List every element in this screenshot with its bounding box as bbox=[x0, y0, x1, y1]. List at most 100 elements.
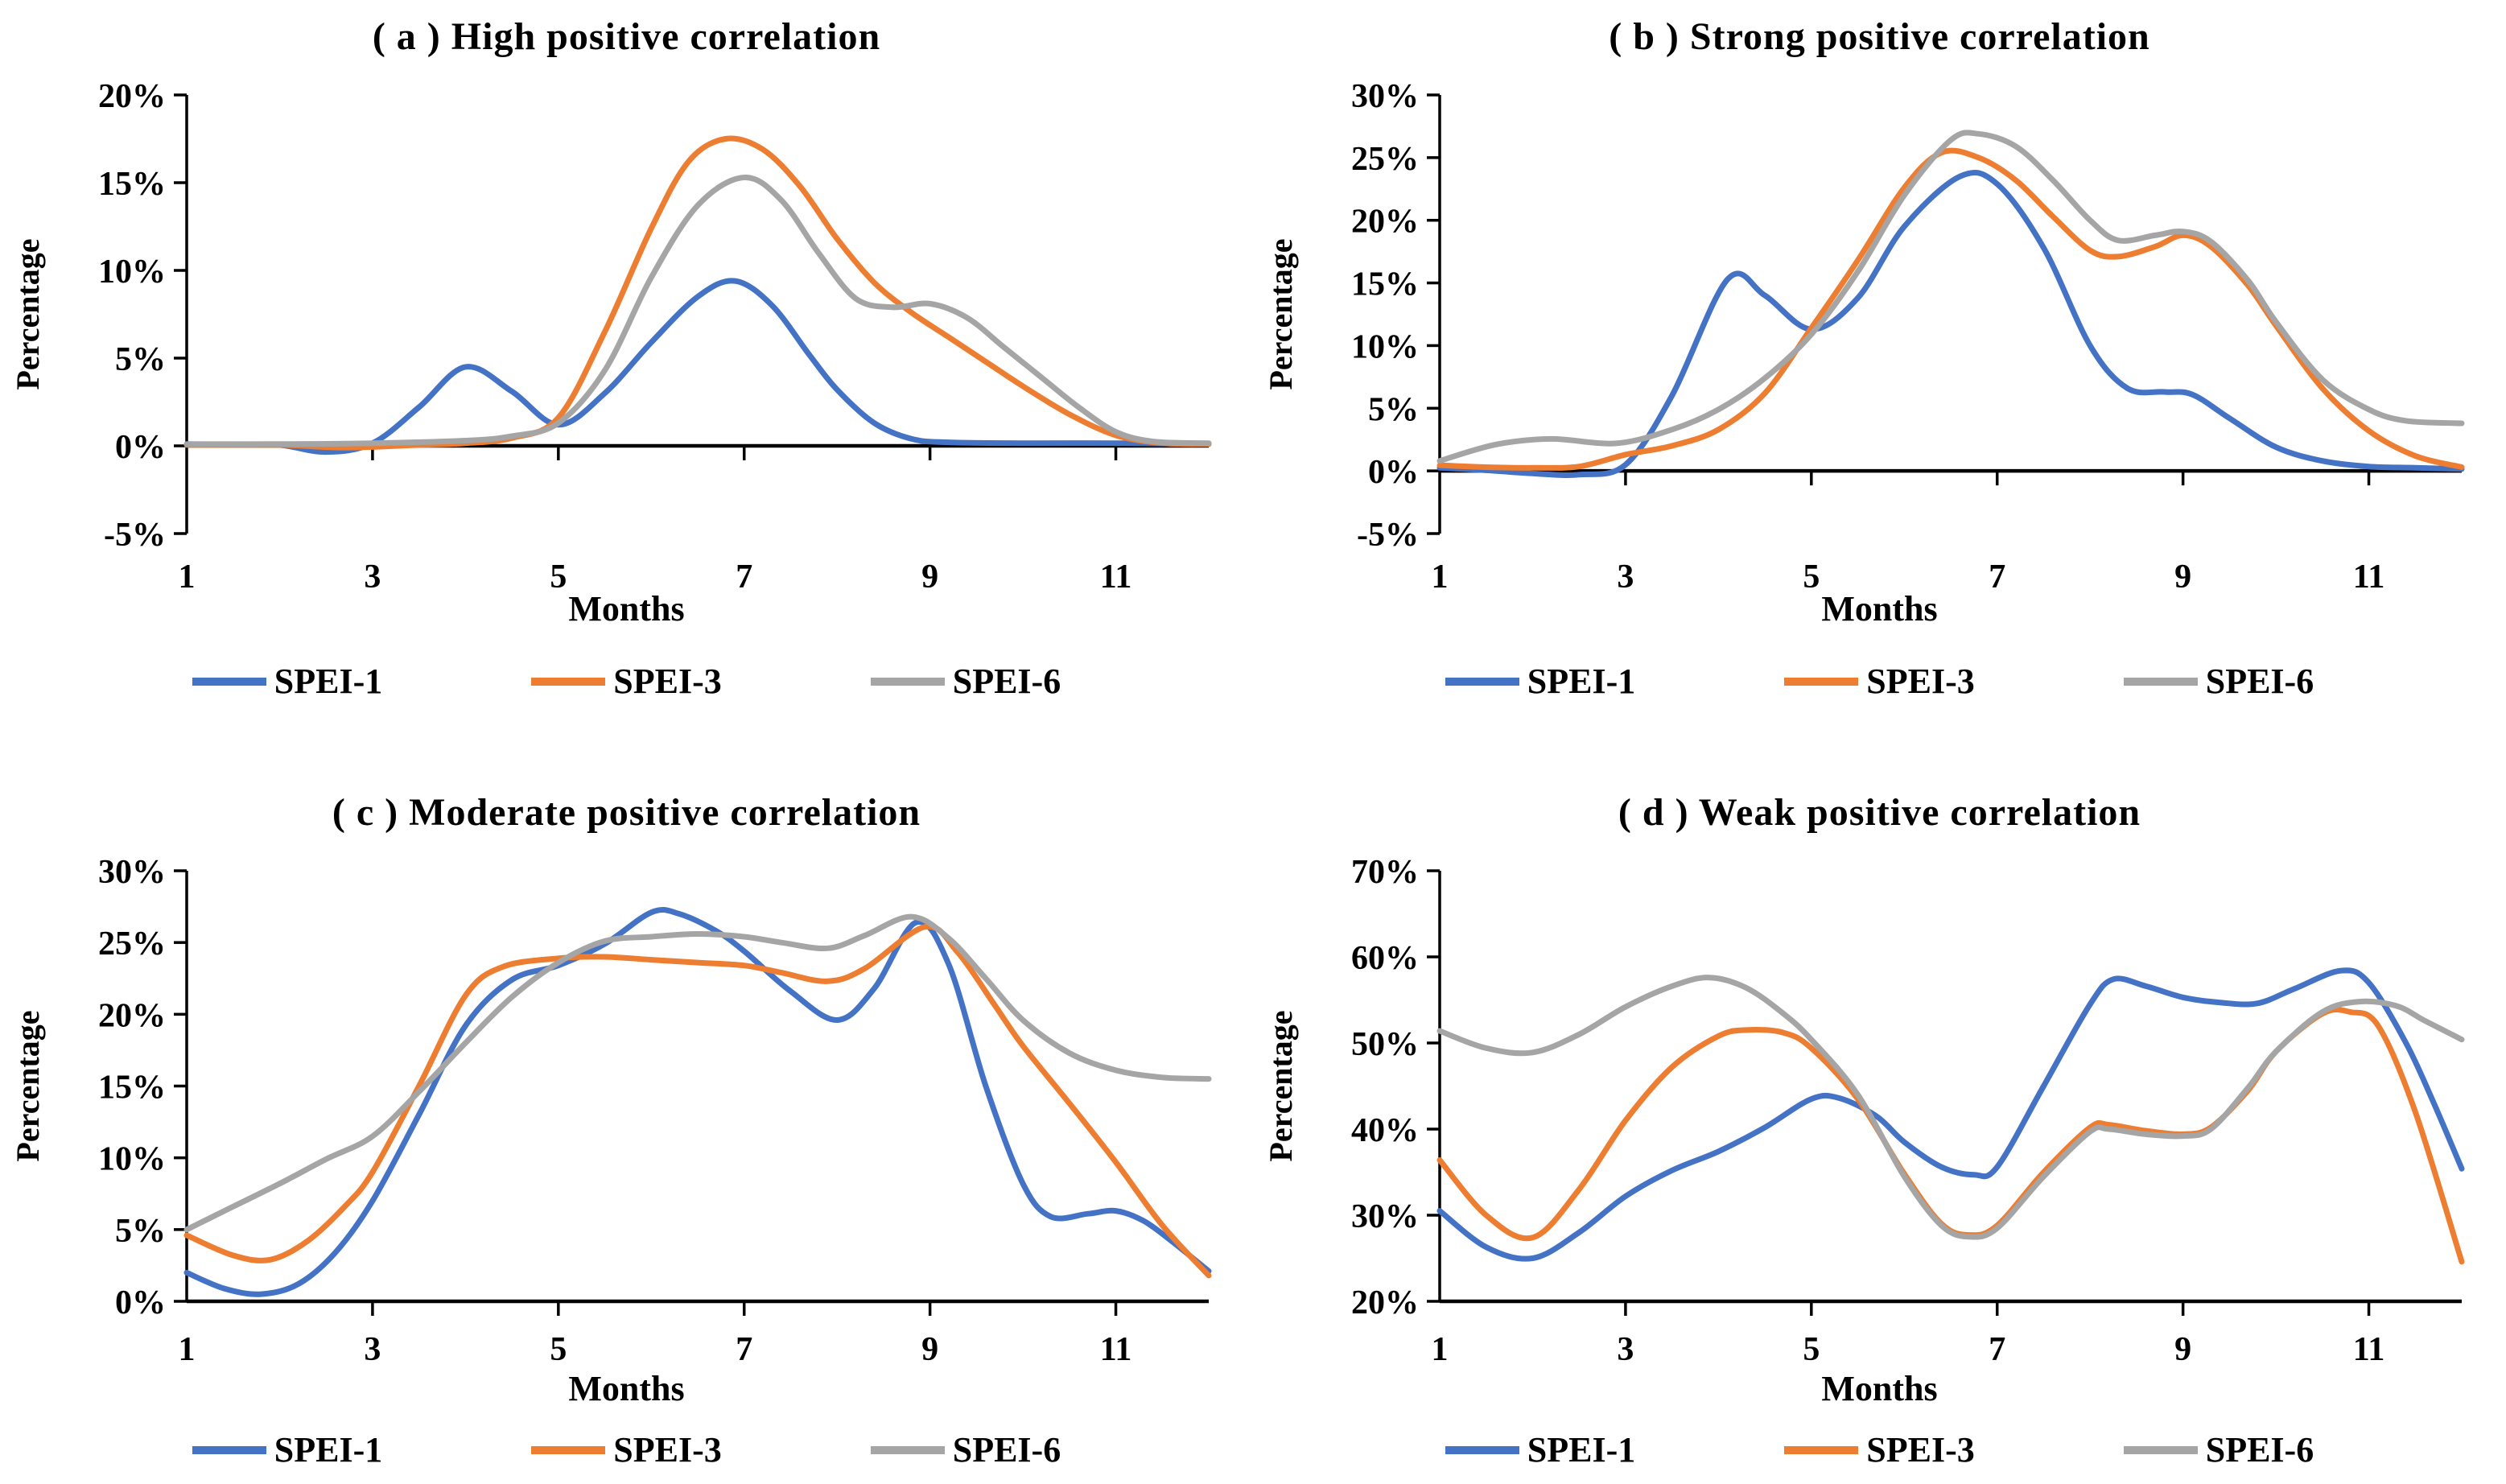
legend-label: SPEI-3 bbox=[613, 662, 722, 701]
y-tick-label: 50% bbox=[1351, 1026, 1419, 1063]
legend-item: SPEI-3 bbox=[531, 1428, 722, 1472]
y-tick-label: 60% bbox=[1351, 940, 1419, 977]
y-axis-title: Percentage bbox=[1263, 238, 1299, 390]
x-axis-title: Months bbox=[568, 589, 685, 629]
chart-canvas: Percentage -5% 0% 5% 10% 15% 20% 1 3 5 7 9 11 bbox=[10, 78, 1212, 594]
y-tick-label: 20% bbox=[1351, 204, 1419, 241]
series-line-SPEI-6 bbox=[183, 913, 1212, 1233]
x-tick-label: 11 bbox=[2353, 559, 2385, 594]
legend-item: SPEI-1 bbox=[192, 1428, 382, 1472]
series-color-swatch bbox=[1445, 1446, 1519, 1454]
series-line-SPEI-6 bbox=[183, 174, 1212, 447]
y-tick-label: 40% bbox=[1351, 1112, 1419, 1149]
y-tick-label: 20% bbox=[98, 997, 166, 1034]
legend-label: SPEI-1 bbox=[274, 662, 383, 701]
series-color-swatch bbox=[192, 678, 266, 686]
y-tick-label: 30% bbox=[1351, 78, 1419, 115]
legend-label: SPEI-3 bbox=[1866, 1430, 1975, 1470]
y-tick-label: -5% bbox=[1357, 517, 1419, 554]
y-tick-label: 10% bbox=[98, 1141, 166, 1178]
series-color-swatch bbox=[192, 1446, 266, 1454]
chart-canvas: Percentage -5% 0% 5% 10% 15% 20% 25% 30% 1 3 5 7 9 11 bbox=[1263, 78, 2465, 594]
x-tick-label: 9 bbox=[2174, 559, 2191, 594]
panel-title: ( c ) Moderate positive correlation bbox=[332, 791, 921, 834]
x-tick-label: 3 bbox=[364, 559, 381, 594]
series-color-swatch bbox=[870, 1446, 945, 1454]
panel-title: ( a ) High positive correlation bbox=[372, 15, 881, 58]
series-line-SPEI-1 bbox=[183, 278, 1212, 456]
series-color-swatch bbox=[870, 678, 945, 686]
y-tick-label: 25% bbox=[1351, 141, 1419, 178]
series-color-swatch bbox=[2123, 678, 2198, 686]
legend-item: SPEI-1 bbox=[192, 660, 382, 703]
chart-canvas: Percentage 0% 5% 10% 15% 20% 25% 30% 1 3 5 7 9 11 bbox=[10, 854, 1212, 1368]
x-tick-label: 3 bbox=[364, 1331, 381, 1368]
y-tick-label: 15% bbox=[1351, 266, 1419, 303]
x-tick-label: 1 bbox=[1432, 559, 1449, 594]
legend-label: SPEI-1 bbox=[274, 1430, 383, 1470]
legend: SPEI-1 SPEI-3 SPEI-6 bbox=[192, 1428, 1061, 1472]
legend-item: SPEI-6 bbox=[2123, 1428, 2314, 1472]
series-line-SPEI-3 bbox=[183, 135, 1212, 451]
legend-item: SPEI-1 bbox=[1445, 1428, 1635, 1472]
legend-item: SPEI-3 bbox=[1784, 660, 1975, 703]
chart-canvas: Percentage 20% 30% 40% 50% 60% 70% 1 3 5 7 9 11 bbox=[1263, 854, 2465, 1368]
series-line-SPEI-3 bbox=[1436, 147, 2465, 471]
legend-label: SPEI-6 bbox=[952, 1430, 1061, 1470]
panel-title: ( b ) Strong positive correlation bbox=[1609, 15, 2150, 58]
panel-a: ( a ) High positive correlation Percenta… bbox=[0, 0, 1253, 742]
panel-d: ( d ) Weak positive correlation Percenta… bbox=[1253, 742, 2506, 1484]
y-tick-label: 30% bbox=[98, 854, 166, 891]
series-line-SPEI-1 bbox=[1436, 169, 2465, 478]
y-axis-title: Percentage bbox=[10, 1010, 46, 1161]
legend-label: SPEI-3 bbox=[1866, 662, 1975, 701]
y-tick-label: 10% bbox=[98, 254, 166, 291]
y-tick-label: 5% bbox=[1368, 391, 1419, 428]
x-axis-title: Months bbox=[1821, 1369, 1938, 1408]
x-tick-label: 1 bbox=[1432, 1331, 1449, 1368]
x-tick-label: 1 bbox=[179, 1331, 196, 1368]
x-axis-title: Months bbox=[568, 1369, 685, 1408]
legend: SPEI-1 SPEI-3 SPEI-6 bbox=[1445, 1428, 2314, 1472]
y-tick-label: 30% bbox=[1351, 1198, 1419, 1235]
y-tick-label: 25% bbox=[98, 925, 166, 963]
series-color-swatch bbox=[531, 1446, 606, 1454]
legend-label: SPEI-6 bbox=[2205, 1430, 2314, 1470]
legend-label: SPEI-6 bbox=[2205, 662, 2314, 701]
legend: SPEI-1 SPEI-3 SPEI-6 bbox=[192, 660, 1061, 703]
series-line-SPEI-6 bbox=[1436, 130, 2465, 464]
x-tick-label: 11 bbox=[2353, 1331, 2385, 1368]
legend-item: SPEI-1 bbox=[1445, 660, 1635, 703]
legend-item: SPEI-3 bbox=[1784, 1428, 1975, 1472]
series-color-swatch bbox=[1784, 678, 1859, 686]
panel-c: ( c ) Moderate positive correlation Perc… bbox=[0, 742, 1253, 1484]
series-color-swatch bbox=[531, 678, 606, 686]
x-tick-label: 5 bbox=[1803, 559, 1820, 594]
y-tick-label: -5% bbox=[104, 517, 166, 554]
y-tick-label: 15% bbox=[98, 166, 166, 203]
x-tick-label: 9 bbox=[2174, 1331, 2191, 1368]
panel-b: ( b ) Strong positive correlation Percen… bbox=[1253, 0, 2506, 742]
series-color-swatch bbox=[1784, 1446, 1859, 1454]
y-tick-label: 0% bbox=[115, 1284, 166, 1321]
x-tick-label: 11 bbox=[1100, 1331, 1132, 1368]
series-line-SPEI-1 bbox=[183, 907, 1212, 1297]
x-tick-label: 9 bbox=[921, 1331, 938, 1368]
legend-item: SPEI-3 bbox=[531, 660, 722, 703]
y-tick-label: 5% bbox=[115, 341, 166, 378]
legend-label: SPEI-1 bbox=[1527, 1430, 1636, 1470]
series-line-SPEI-3 bbox=[183, 923, 1212, 1279]
legend-item: SPEI-6 bbox=[870, 660, 1061, 703]
y-axis-title: Percentage bbox=[10, 238, 46, 390]
x-tick-label: 3 bbox=[1617, 1331, 1634, 1368]
y-tick-label: 0% bbox=[1368, 454, 1419, 491]
legend-label: SPEI-1 bbox=[1527, 662, 1636, 701]
x-tick-label: 5 bbox=[1803, 1331, 1820, 1368]
x-tick-label: 7 bbox=[736, 1331, 752, 1368]
x-tick-label: 1 bbox=[179, 559, 196, 594]
x-tick-label: 7 bbox=[1989, 1331, 2005, 1368]
x-axis-title: Months bbox=[1821, 589, 1938, 629]
x-tick-label: 7 bbox=[736, 559, 752, 594]
x-tick-label: 5 bbox=[550, 1331, 567, 1368]
y-tick-label: 0% bbox=[115, 429, 166, 466]
